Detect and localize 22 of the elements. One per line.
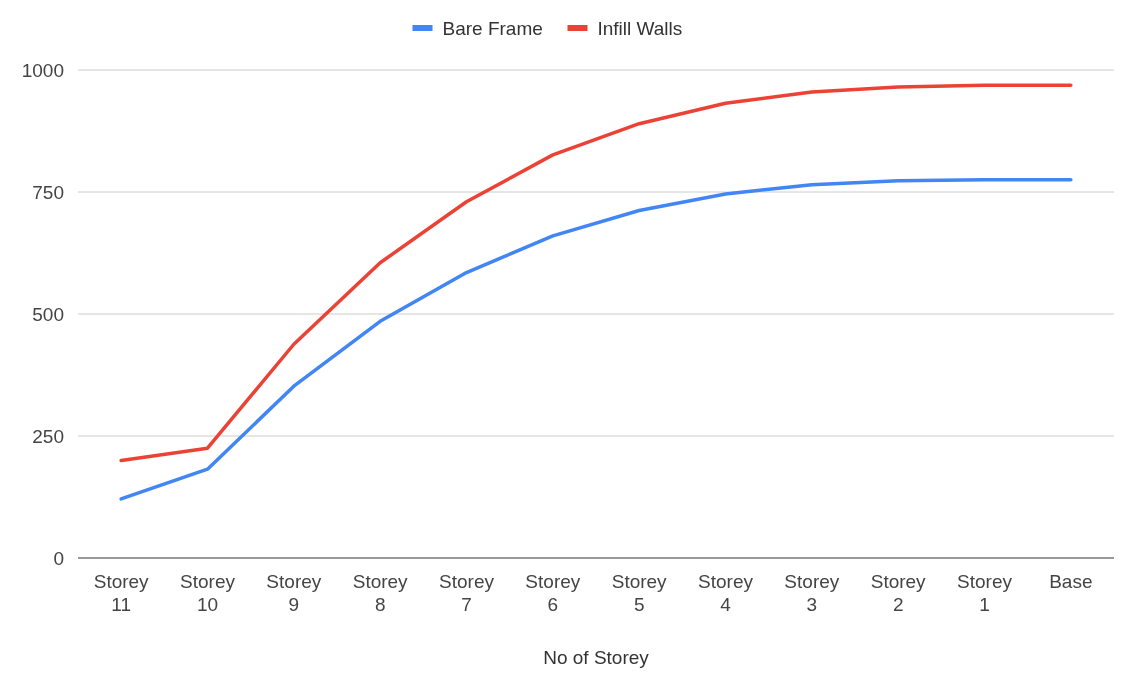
x-tick-label: Storey 7 [439, 571, 495, 615]
x-tick-label: Storey 9 [266, 571, 322, 615]
y-tick-label: 500 [32, 303, 64, 325]
x-tick-label: Storey 4 [698, 571, 754, 615]
x-tick-label: Base [1049, 571, 1093, 592]
x-axis-title: No of Storey [543, 647, 650, 668]
y-tick-label: 1000 [21, 59, 64, 81]
legend-label: Infill Walls [597, 17, 683, 39]
x-tick-label: Storey 6 [525, 571, 581, 615]
y-tick-label: 750 [32, 181, 64, 203]
x-tick-label: Storey 3 [784, 571, 840, 615]
y-tick-label: 250 [32, 425, 64, 447]
x-tick-label: Storey 1 [957, 571, 1013, 615]
x-tick-label: Storey 8 [352, 571, 409, 615]
y-tick-label: 0 [53, 547, 64, 569]
line-series [119, 178, 1073, 501]
x-tick-label: Storey 11 [93, 571, 150, 615]
x-tick-label: Storey 5 [611, 571, 668, 615]
legend-label: Bare Frame [442, 17, 543, 39]
x-tick-label: Storey 2 [870, 571, 927, 615]
x-tick-label: Storey 10 [180, 571, 236, 615]
line-series [119, 83, 1073, 463]
